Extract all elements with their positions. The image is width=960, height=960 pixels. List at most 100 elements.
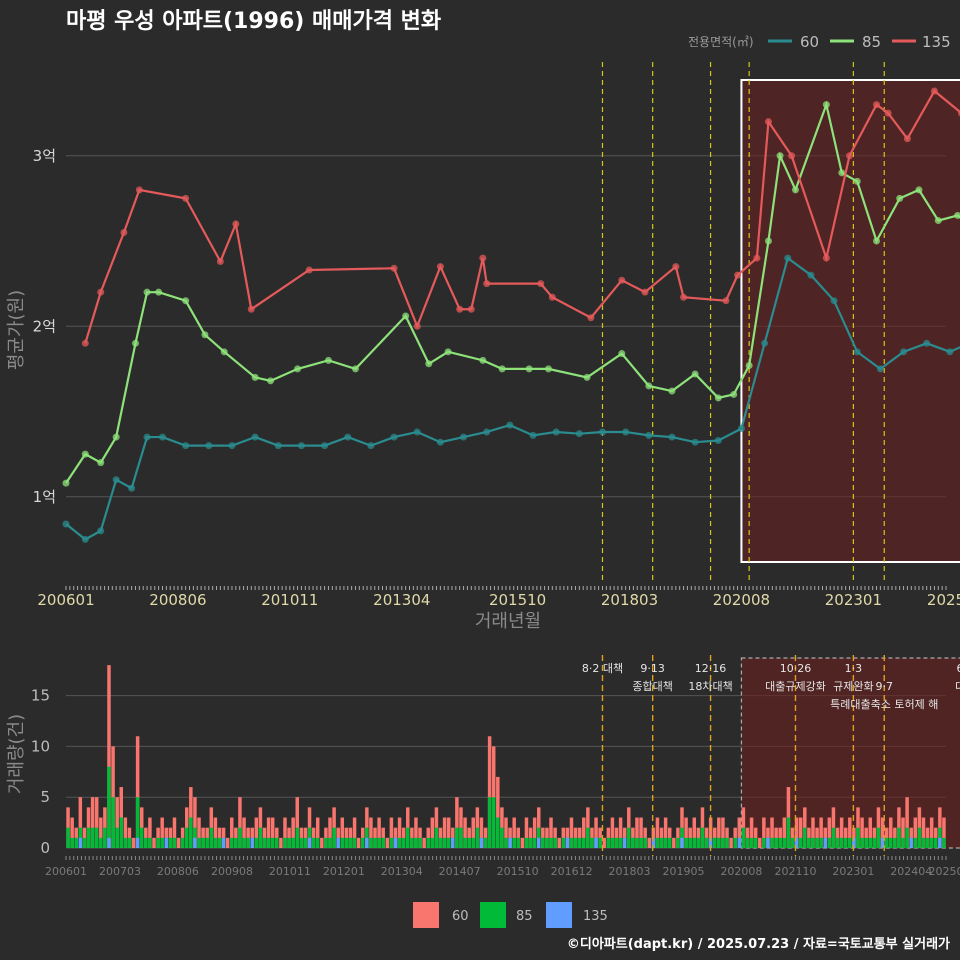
credit-line: ©디아파트(dapt.kr) / 2025.07.23 / 자료=국토교통부 실… — [567, 936, 950, 952]
policy-annotation-date: 12·16 — [695, 662, 727, 675]
bar-85 — [238, 827, 242, 848]
bottom-highlight-box — [740, 657, 960, 849]
highlight-box — [740, 79, 960, 563]
bar-60 — [377, 817, 381, 848]
bar-85 — [921, 837, 926, 848]
bar-85 — [577, 837, 582, 848]
bar-85 — [324, 837, 328, 848]
bottom-x-tick-label: 202301 — [832, 865, 874, 878]
bar-85 — [401, 837, 406, 848]
bar-85 — [598, 837, 602, 848]
bar-85 — [496, 817, 500, 848]
bar-85 — [438, 837, 443, 848]
bar-85 — [352, 837, 357, 848]
bottom-x-tick-label: 200601 — [45, 865, 87, 878]
bar-85 — [590, 837, 594, 848]
bottom-x-tick-label: 201201 — [323, 865, 365, 878]
bar-135 — [651, 837, 656, 848]
bar-85 — [659, 837, 664, 848]
bar-135 — [594, 837, 598, 848]
policy-annotation-date: 8·2 대책 — [582, 662, 623, 675]
bar-85 — [618, 837, 623, 848]
bar-60 — [463, 817, 467, 848]
bar-60 — [635, 817, 639, 848]
bar-85 — [397, 837, 402, 848]
bar-60 — [888, 817, 893, 848]
bar-60 — [594, 817, 598, 848]
bar-85 — [455, 827, 459, 848]
bar-85 — [446, 837, 451, 848]
bar-60 — [107, 665, 111, 848]
bar-85 — [721, 837, 725, 848]
bar-60 — [148, 817, 152, 848]
policy-annotation-label: 특례대출축소 토허제 해 — [830, 697, 938, 711]
legend: 전용면적(㎡) 60 85 135 — [688, 33, 951, 51]
chart-title: 마평 우성 아파트(1996) 매매가격 변화 — [66, 9, 441, 34]
bar-60 — [352, 817, 357, 848]
bar-60 — [496, 776, 500, 848]
bar-85 — [213, 837, 218, 848]
bar-60 — [197, 817, 201, 848]
bar-85 — [119, 817, 124, 848]
bar-60 — [328, 817, 332, 848]
bar-60 — [279, 837, 283, 848]
bar-85 — [541, 837, 545, 848]
bar-85 — [778, 837, 782, 848]
bar-85 — [929, 837, 934, 848]
bar-85 — [704, 837, 709, 848]
bar-60 — [880, 817, 885, 848]
bar-85 — [467, 837, 471, 848]
bar-60 — [397, 817, 402, 848]
bar-60 — [782, 817, 787, 848]
bar-60 — [848, 817, 852, 848]
policy-annotation-label: 18차대책 — [688, 680, 732, 693]
bar-60 — [520, 837, 525, 848]
bar-85 — [762, 837, 766, 848]
bar-85 — [790, 837, 795, 848]
bar-60 — [320, 837, 324, 848]
bar-60 — [115, 797, 119, 848]
bar-85 — [332, 827, 336, 848]
bar-85 — [197, 837, 201, 848]
bar-85 — [663, 837, 668, 848]
bar-60 — [123, 817, 128, 848]
bar-85 — [745, 837, 750, 848]
bottom-x-tick-label: 201612 — [551, 865, 593, 878]
bar-85 — [246, 837, 250, 848]
bottom-x-tick-label: 201510 — [497, 865, 539, 878]
bar-60 — [549, 817, 553, 848]
bar-85 — [504, 837, 508, 848]
bottom-x-tick-label: 202404 — [890, 865, 932, 878]
bar-85 — [209, 827, 214, 848]
x-tick-label: 201304 — [373, 591, 430, 609]
bar-135 — [536, 837, 541, 848]
x-tick-label: 2025 — [927, 591, 960, 609]
bar-60 — [295, 797, 300, 848]
bar-85 — [184, 827, 189, 848]
bar-135 — [78, 837, 83, 848]
bar-60 — [172, 817, 177, 848]
bar-60 — [524, 817, 529, 848]
bar-85 — [815, 837, 819, 848]
bar-85 — [139, 827, 144, 848]
x-tick-label: 200601 — [37, 591, 94, 609]
bar-60 — [99, 817, 103, 848]
bar-135 — [680, 837, 684, 848]
bar-60 — [827, 817, 832, 848]
bottom-legend-swatch-60 — [413, 902, 439, 928]
bar-135 — [622, 837, 627, 848]
x-tick-label: 201011 — [261, 591, 318, 609]
bar-135 — [479, 837, 484, 848]
bar-60 — [504, 817, 508, 848]
bar-60 — [389, 817, 394, 848]
bar-85 — [491, 797, 496, 848]
bar-85 — [606, 837, 611, 848]
bottom-x-tick-label: 201905 — [663, 865, 705, 878]
bar-60 — [160, 817, 164, 848]
bottom-x-tick-label: 202008 — [720, 865, 762, 878]
bar-60 — [270, 817, 275, 848]
bar-85 — [843, 837, 848, 848]
policy-annotation-label: 대출규제강화 — [765, 680, 826, 693]
bottom-x-tick-label: 20250 — [929, 865, 960, 878]
bar-85 — [819, 837, 823, 848]
